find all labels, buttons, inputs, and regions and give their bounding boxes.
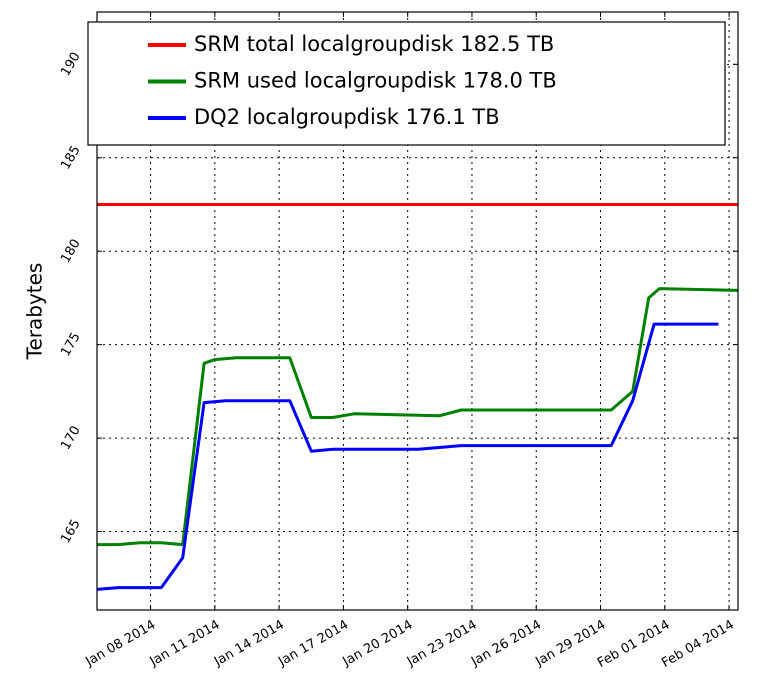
y-tick-label: 165 xyxy=(58,517,83,546)
y-tick-label: 175 xyxy=(58,330,83,359)
y-axis-label: Terabytes xyxy=(23,263,47,361)
legend-label: SRM used localgroupdisk 178.0 TB xyxy=(194,69,557,93)
x-tick-label: Jan 20 2014 xyxy=(340,618,416,670)
data-line xyxy=(97,287,739,547)
y-tick-label: 190 xyxy=(58,50,83,79)
x-tick-label: Jan 11 2014 xyxy=(147,618,223,670)
x-tick-label: Jan 14 2014 xyxy=(211,618,287,670)
y-tick-label: 170 xyxy=(58,424,83,453)
y-tick-label: 185 xyxy=(58,143,83,172)
legend-label: DQ2 localgroupdisk 176.1 TB xyxy=(194,105,500,129)
x-tick-label: Jan 23 2014 xyxy=(404,618,480,670)
x-tick-label: Feb 01 2014 xyxy=(595,618,673,671)
legend-box xyxy=(87,21,726,146)
x-tick-label: Feb 04 2014 xyxy=(659,618,737,671)
legend-label: SRM total localgroupdisk 182.5 TB xyxy=(194,32,554,56)
y-tick-label: 180 xyxy=(58,237,83,266)
plot-frame xyxy=(96,11,739,611)
x-tick-label: Jan 26 2014 xyxy=(468,618,544,670)
x-tick-label: Jan 17 2014 xyxy=(275,618,351,670)
data-line xyxy=(96,322,719,591)
x-tick-label: Jan 08 2014 xyxy=(82,618,158,670)
